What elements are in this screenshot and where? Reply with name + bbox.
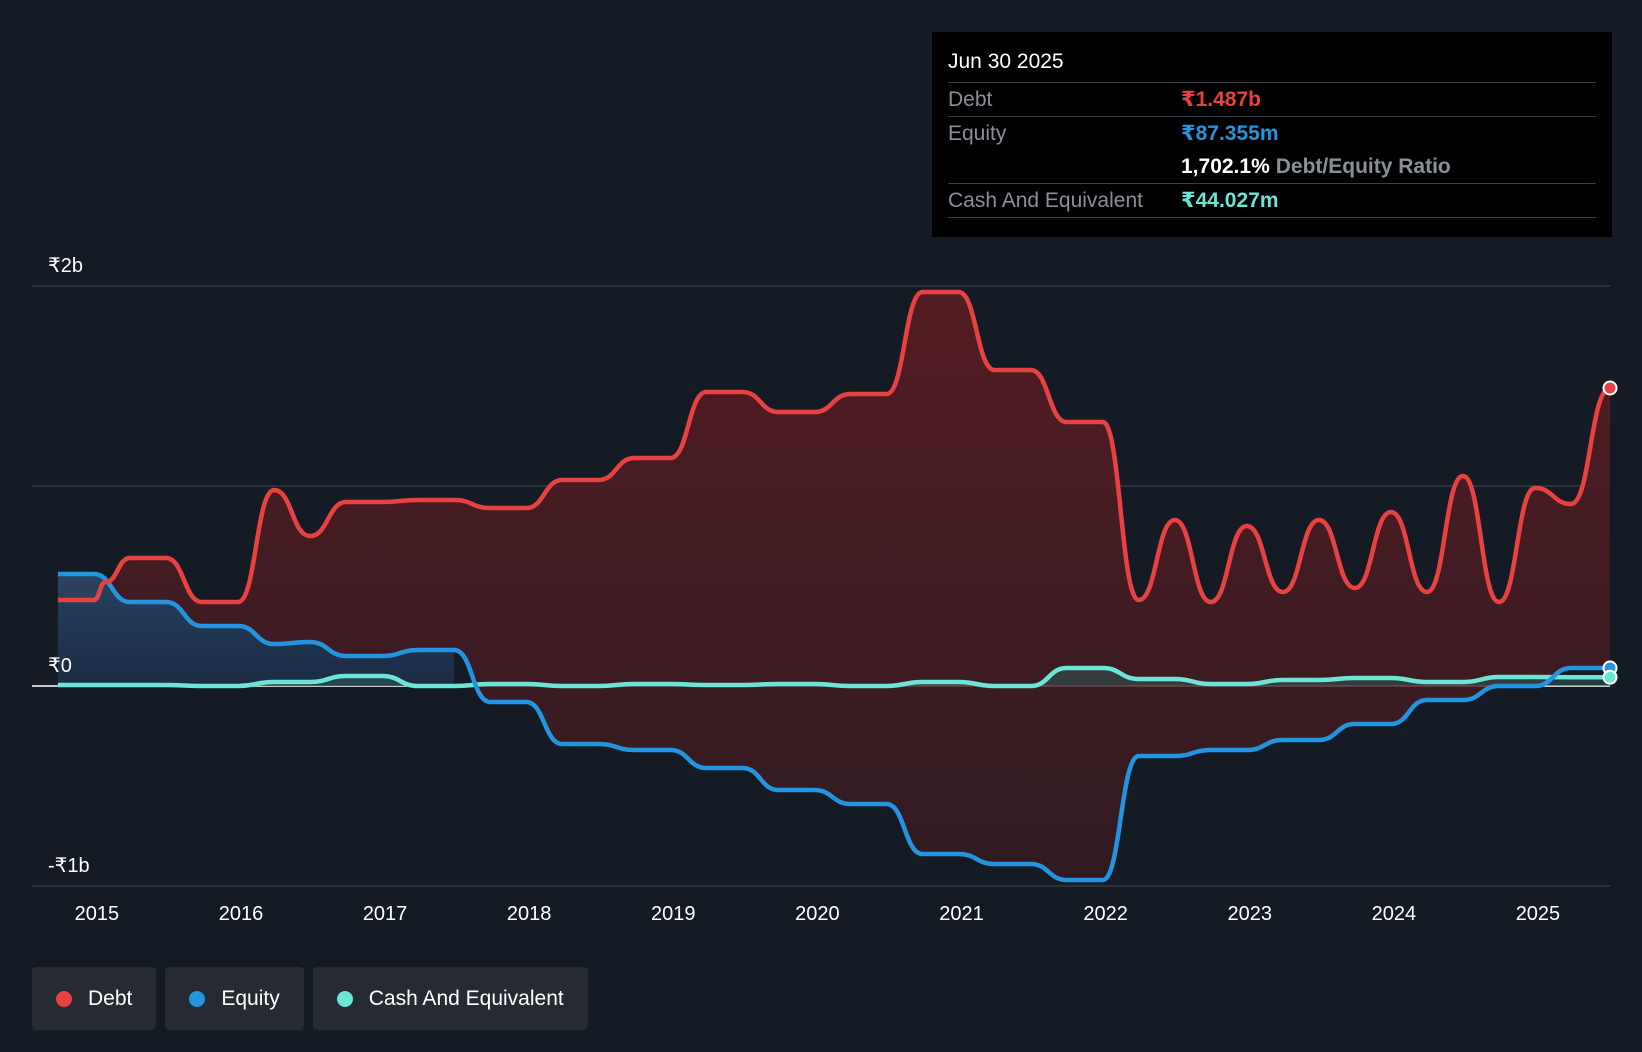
tooltip-panel: Jun 30 2025 Debt ₹1.487b Equity ₹87.355m…	[932, 32, 1612, 237]
equity-dot-icon	[189, 990, 206, 1007]
tooltip-cash-row: Cash And Equivalent ₹44.027m	[948, 183, 1596, 218]
tooltip-equity-value: ₹87.355m	[1181, 122, 1279, 145]
legend-item-equity[interactable]: Equity	[165, 967, 304, 1030]
debt-endpoint	[1602, 380, 1618, 396]
x-tick-label: 2016	[219, 903, 264, 925]
tooltip-ratio-value: 1,702.1%	[1181, 154, 1270, 178]
tooltip-ratio-row: 1,702.1% Debt/Equity Ratio	[948, 150, 1596, 183]
x-tick-label: 2018	[507, 903, 552, 925]
tooltip-debt-value: ₹1.487b	[1181, 88, 1261, 111]
debt-dot-icon	[56, 990, 72, 1007]
x-tick-label: 2024	[1372, 903, 1417, 925]
y-tick-label: ₹0	[48, 655, 72, 677]
tooltip-equity-label: Equity	[948, 121, 1007, 145]
x-tick-label: 2017	[363, 903, 408, 925]
x-tick-label: 2023	[1227, 903, 1272, 925]
cash-dot-icon	[336, 990, 353, 1007]
x-tick-label: 2021	[939, 903, 984, 925]
legend: Debt Equity Cash And Equivalent	[32, 967, 588, 1030]
tooltip-cash-value: ₹44.027m	[1181, 189, 1279, 212]
tooltip-debt-label: Debt	[948, 87, 993, 111]
y-tick-label: -₹1b	[48, 855, 90, 877]
tooltip-cash-label: Cash And Equivalent	[948, 188, 1143, 212]
cash-endpoint	[1602, 669, 1618, 685]
debt-line	[57, 289, 1611, 605]
tooltip-debt-row: Debt ₹1.487b	[948, 82, 1596, 116]
x-tick-label: 2020	[795, 903, 840, 925]
legend-label-cash: Cash And Equivalent	[368, 986, 564, 1010]
x-tick-label: 2015	[75, 903, 120, 925]
debt-area	[57, 292, 1610, 880]
legend-label-equity: Equity	[221, 986, 280, 1010]
tooltip-equity-row: Equity ₹87.355m	[948, 116, 1596, 150]
legend-item-cash[interactable]: Cash And Equivalent	[312, 967, 588, 1030]
cash-line	[57, 665, 1610, 689]
y-tick-label: ₹2b	[48, 255, 83, 277]
tooltip-ratio-label: Debt/Equity Ratio	[1275, 154, 1451, 178]
tooltip-date: Jun 30 2025	[948, 50, 1064, 73]
x-tick-label: 2022	[1083, 903, 1128, 925]
x-tick-label: 2019	[651, 903, 696, 925]
legend-item-debt[interactable]: Debt	[32, 967, 157, 1030]
equity-line	[57, 571, 1610, 883]
x-tick-label: 2025	[1516, 903, 1561, 925]
legend-label-debt: Debt	[88, 986, 133, 1010]
